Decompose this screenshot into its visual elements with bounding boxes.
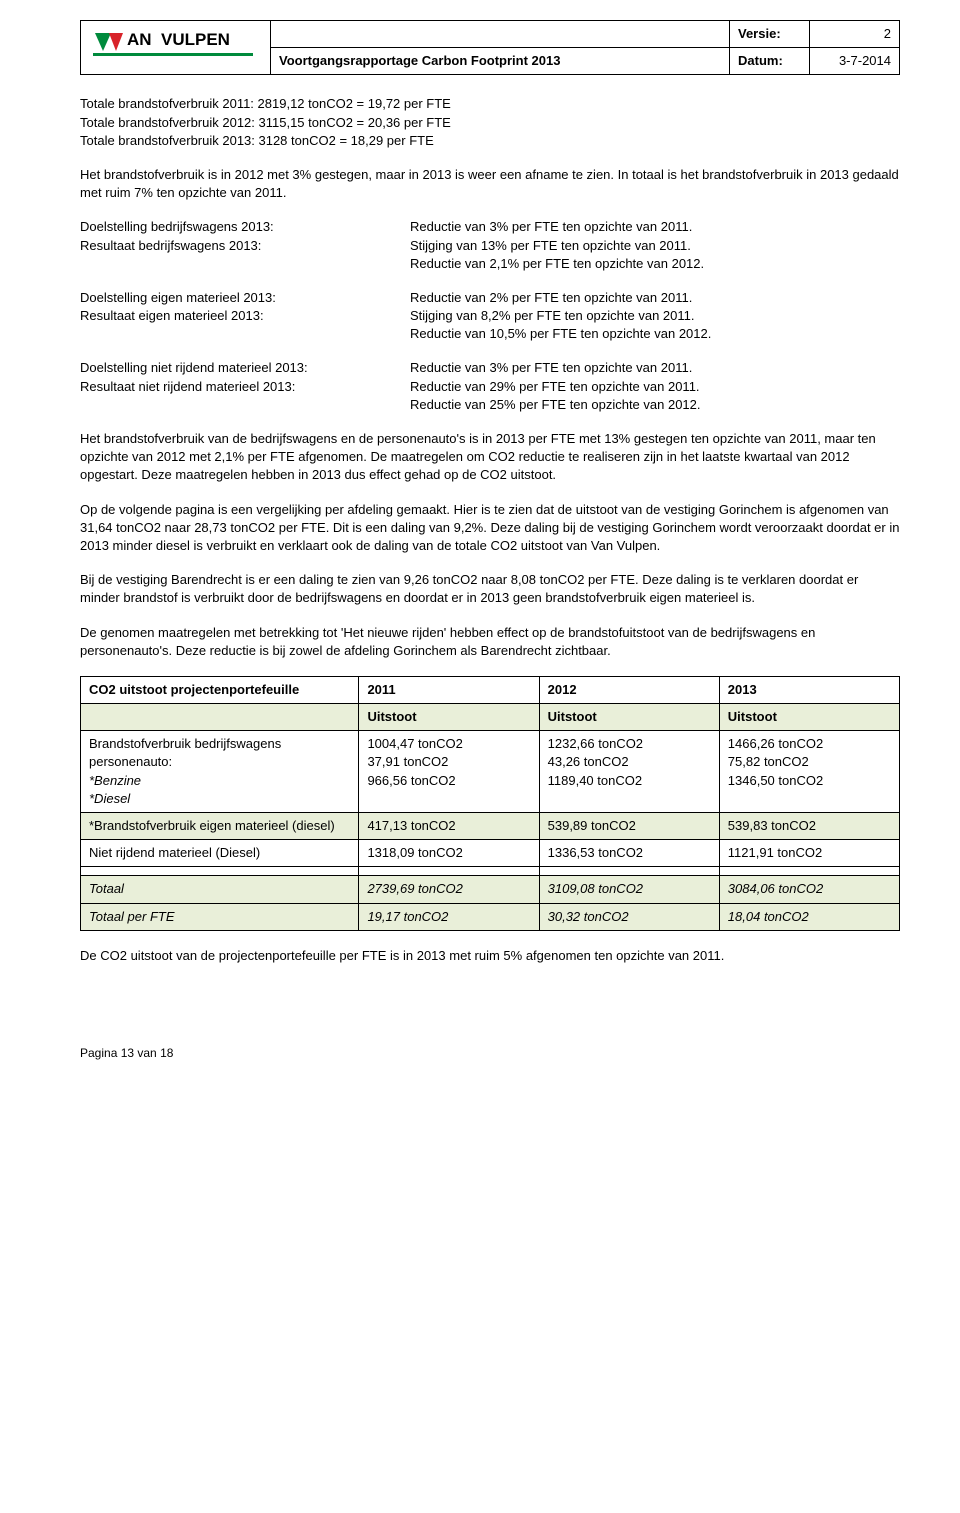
goals-block-3: Doelstelling niet rijdend materieel 2013… [80, 359, 900, 414]
row5-2012: 30,32 tonCO2 [539, 903, 719, 930]
paragraph-3: Op de volgende pagina is een vergelijkin… [80, 501, 900, 556]
row1-2011: 417,13 tonCO2 [359, 813, 539, 840]
result-2-value-1: Stijging van 8,2% per FTE ten opzichte v… [410, 308, 694, 323]
row5-2013: 18,04 tonCO2 [719, 903, 899, 930]
goals-block-2: Doelstelling eigen materieel 2013: Reduc… [80, 289, 900, 344]
goal-3-value: Reductie van 3% per FTE ten opzichte van… [410, 359, 900, 377]
result-3-value-2: Reductie van 25% per FTE ten opzichte va… [410, 397, 701, 412]
row4-label: Totaal [81, 876, 359, 903]
row1-label: *Brandstofverbruik eigen materieel (dies… [81, 813, 359, 840]
row1-2013: 539,83 tonCO2 [719, 813, 899, 840]
datum-value: 3-7-2014 [810, 48, 900, 75]
page-container: AN VULPEN Versie: 2 Voortgangsrapportage… [0, 0, 960, 1102]
paragraph-4: Bij de vestiging Barendrecht is er een d… [80, 571, 900, 607]
goal-2-label: Doelstelling eigen materieel 2013: [80, 289, 390, 307]
row5-label: Totaal per FTE [81, 903, 359, 930]
subheader-2011: Uitstoot [359, 704, 539, 731]
row2-2011: 1318,09 tonCO2 [359, 840, 539, 867]
table-row: Brandstofverbruik bedrijfswagens persone… [81, 731, 900, 813]
table-row: Totaal 2739,69 tonCO2 3109,08 tonCO2 308… [81, 876, 900, 903]
result-3-label: Resultaat niet rijdend materieel 2013: [80, 378, 390, 414]
header-empty-top [271, 21, 730, 48]
table-row: Totaal per FTE 19,17 tonCO2 30,32 tonCO2… [81, 903, 900, 930]
goals-block-1: Doelstelling bedrijfswagens 2013: Reduct… [80, 218, 900, 273]
paragraph-5: De genomen maatregelen met betrekking to… [80, 624, 900, 660]
body-content: Totale brandstofverbruik 2011: 2819,12 t… [80, 95, 900, 965]
intro-line-1: Totale brandstofverbruik 2011: 2819,12 t… [80, 96, 451, 111]
paragraph-1: Het brandstofverbruik is in 2012 met 3% … [80, 166, 900, 202]
paragraph-6: De CO2 uitstoot van de projectenportefeu… [80, 947, 900, 965]
row5-2011: 19,17 tonCO2 [359, 903, 539, 930]
intro-block: Totale brandstofverbruik 2011: 2819,12 t… [80, 95, 900, 150]
th-2012: 2012 [539, 676, 719, 703]
row2-label: Niet rijdend materieel (Diesel) [81, 840, 359, 867]
row3-label [81, 867, 359, 876]
row3-2012 [539, 867, 719, 876]
paragraph-2: Het brandstofverbruik van de bedrijfswag… [80, 430, 900, 485]
row3-2013 [719, 867, 899, 876]
versie-value: 2 [810, 21, 900, 48]
document-header: AN VULPEN Versie: 2 Voortgangsrapportage… [80, 20, 900, 75]
svg-text:AN: AN [127, 30, 152, 49]
row0-2012: 1232,66 tonCO2 43,26 tonCO2 1189,40 tonC… [539, 731, 719, 813]
row0-2013: 1466,26 tonCO2 75,82 tonCO2 1346,50 tonC… [719, 731, 899, 813]
th-2011: 2011 [359, 676, 539, 703]
result-3-value-1: Reductie van 29% per FTE ten opzichte va… [410, 379, 700, 394]
svg-text:VULPEN: VULPEN [161, 30, 230, 49]
row2-2013: 1121,91 tonCO2 [719, 840, 899, 867]
intro-line-2: Totale brandstofverbruik 2012: 3115,15 t… [80, 115, 451, 130]
table-row [81, 867, 900, 876]
row4-2013: 3084,06 tonCO2 [719, 876, 899, 903]
row0-label: Brandstofverbruik bedrijfswagens persone… [81, 731, 359, 813]
row3-2011 [359, 867, 539, 876]
subheader-2012: Uitstoot [539, 704, 719, 731]
goal-3-label: Doelstelling niet rijdend materieel 2013… [80, 359, 390, 377]
versie-label: Versie: [730, 21, 810, 48]
subheader-2013: Uitstoot [719, 704, 899, 731]
co2-uitstoot-table: CO2 uitstoot projectenportefeuille 2011 … [80, 676, 900, 931]
datum-label: Datum: [730, 48, 810, 75]
result-2-label: Resultaat eigen materieel 2013: [80, 307, 390, 343]
subheader-empty [81, 704, 359, 731]
document-title: Voortgangsrapportage Carbon Footprint 20… [271, 48, 730, 75]
row2-2012: 1336,53 tonCO2 [539, 840, 719, 867]
row4-2012: 3109,08 tonCO2 [539, 876, 719, 903]
row0-2011: 1004,47 tonCO2 37,91 tonCO2 966,56 tonCO… [359, 731, 539, 813]
th-2013: 2013 [719, 676, 899, 703]
th-category: CO2 uitstoot projectenportefeuille [81, 676, 359, 703]
goal-1-value: Reductie van 3% per FTE ten opzichte van… [410, 218, 900, 236]
logo-cell: AN VULPEN [81, 21, 271, 75]
table-row: Niet rijdend materieel (Diesel) 1318,09 … [81, 840, 900, 867]
result-1-label: Resultaat bedrijfswagens 2013: [80, 237, 390, 273]
result-1-value-2: Reductie van 2,1% per FTE ten opzichte v… [410, 256, 704, 271]
result-2-value-2: Reductie van 10,5% per FTE ten opzichte … [410, 326, 711, 341]
goal-1-label: Doelstelling bedrijfswagens 2013: [80, 218, 390, 236]
row4-2011: 2739,69 tonCO2 [359, 876, 539, 903]
row1-2012: 539,89 tonCO2 [539, 813, 719, 840]
van-vulpen-logo: AN VULPEN [91, 25, 261, 70]
result-1-value-1: Stijging van 13% per FTE ten opzichte va… [410, 238, 691, 253]
intro-line-3: Totale brandstofverbruik 2013: 3128 tonC… [80, 133, 434, 148]
goal-2-value: Reductie van 2% per FTE ten opzichte van… [410, 289, 900, 307]
table-row: *Brandstofverbruik eigen materieel (dies… [81, 813, 900, 840]
page-footer: Pagina 13 van 18 [80, 1045, 900, 1062]
